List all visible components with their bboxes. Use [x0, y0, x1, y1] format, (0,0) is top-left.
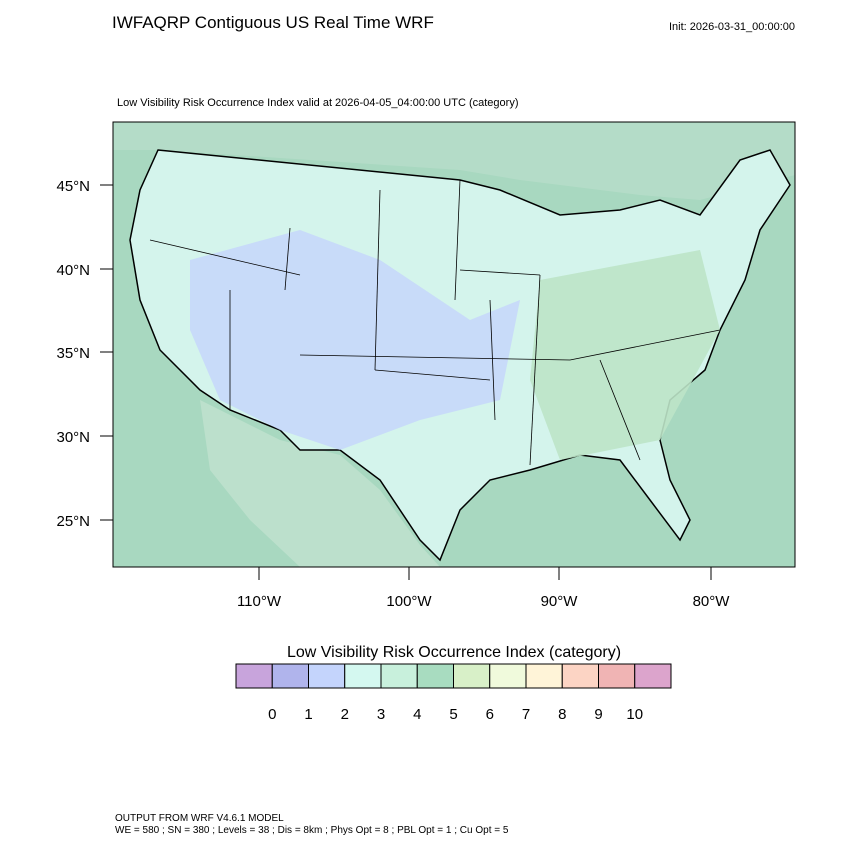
- title: IWFAQRP Contiguous US Real Time WRF: [112, 13, 434, 32]
- footer-line: WE = 580 ; SN = 380 ; Levels = 38 ; Dis …: [115, 825, 509, 836]
- lat-label: 30°N: [56, 429, 90, 446]
- mexico: [200, 400, 440, 567]
- colorbar-label: 6: [486, 706, 494, 723]
- colorbar-box: [308, 663, 346, 689]
- colorbar-label: 8: [558, 706, 566, 723]
- colorbar-box: [489, 663, 527, 689]
- lat-label: 35°N: [56, 345, 90, 362]
- init-time: Init: 2026-03-31_00:00:00: [669, 21, 795, 33]
- lon-label: 100°W: [386, 593, 432, 610]
- colorbar-label: 9: [594, 706, 602, 723]
- lat-label: 45°N: [56, 178, 90, 195]
- canada: [113, 122, 795, 200]
- colorbar-label: 10: [626, 706, 643, 723]
- colorbar-label: 0: [268, 706, 276, 723]
- colorbar-label: 1: [304, 706, 312, 723]
- map-subtitle: Low Visibility Risk Occurrence Index val…: [117, 97, 519, 109]
- colorbar-box: [271, 663, 309, 689]
- colorbar-box: [380, 663, 418, 689]
- colorbar-box: [634, 663, 672, 689]
- lon-label: 110°W: [237, 593, 282, 610]
- colorbar-box: [453, 663, 491, 689]
- state-borders: [149, 179, 721, 466]
- colorbar-box: [598, 663, 636, 689]
- colorbar-label: 2: [341, 706, 349, 723]
- colorbar-box: [525, 663, 563, 689]
- lat-label: 25°N: [56, 513, 90, 530]
- map-frame: [112, 121, 796, 568]
- low-risk-area: [190, 230, 520, 450]
- colorbar-box: [416, 663, 454, 689]
- colorbar-title: Low Visibility Risk Occurrence Index (ca…: [287, 644, 621, 661]
- map: [112, 121, 796, 568]
- colorbar-box: [344, 663, 382, 689]
- colorbar-label: 7: [522, 706, 530, 723]
- lon-label: 90°W: [541, 593, 579, 610]
- lat-label: 40°N: [56, 262, 90, 279]
- lon-label: 80°W: [693, 593, 731, 610]
- colorbar-label: 5: [449, 706, 457, 723]
- footer-line: OUTPUT FROM WRF V4.6.1 MODEL: [115, 813, 284, 824]
- east-area: [530, 250, 720, 460]
- colorbar-label: 4: [413, 706, 421, 723]
- colorbar-box: [561, 663, 599, 689]
- colorbar-box: [235, 663, 273, 689]
- colorbar-label: 3: [377, 706, 385, 723]
